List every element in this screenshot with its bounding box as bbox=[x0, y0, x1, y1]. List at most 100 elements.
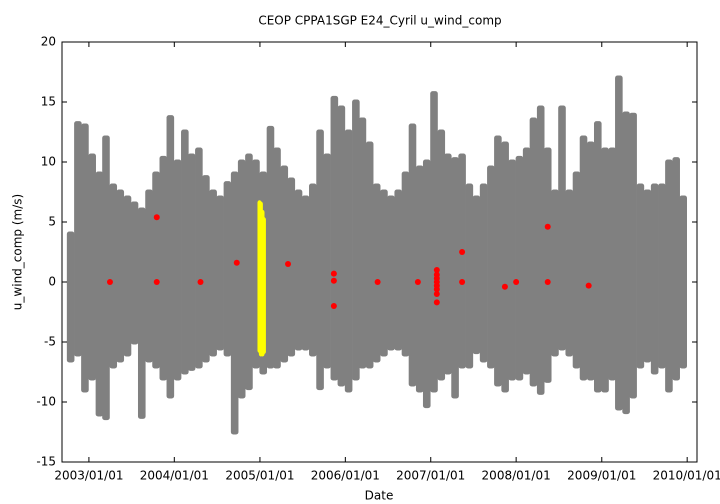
data-range bbox=[565, 189, 574, 357]
data-range bbox=[579, 135, 588, 381]
data-range bbox=[337, 105, 346, 387]
data-range bbox=[615, 75, 623, 411]
data-range bbox=[223, 181, 232, 357]
data-range bbox=[444, 153, 452, 375]
y-tick-label: -5 bbox=[44, 335, 56, 349]
data-range bbox=[209, 189, 217, 357]
y-axis-label: u_wind_comp (m/s) bbox=[11, 194, 25, 310]
data-range bbox=[422, 159, 431, 409]
data-range bbox=[536, 105, 545, 395]
data-point bbox=[433, 267, 440, 273]
y-tick-label: 5 bbox=[48, 215, 56, 229]
data-range bbox=[216, 195, 224, 351]
data-range bbox=[586, 141, 595, 381]
data-range bbox=[522, 147, 531, 375]
x-tick-label: 2008/01/01 bbox=[482, 469, 551, 483]
data-range bbox=[558, 105, 566, 351]
data-range bbox=[202, 175, 210, 363]
x-tick-label: 2003/01/01 bbox=[54, 469, 123, 483]
data-range bbox=[593, 121, 602, 393]
data-range bbox=[465, 183, 474, 369]
data-range bbox=[430, 91, 438, 393]
data-range bbox=[145, 189, 153, 363]
data-range bbox=[195, 147, 203, 369]
data-range bbox=[601, 147, 609, 393]
x-axis-label: Date bbox=[365, 489, 394, 503]
data-point bbox=[544, 279, 551, 285]
data-point bbox=[459, 249, 466, 255]
data-range bbox=[323, 153, 331, 369]
data-range bbox=[387, 195, 395, 351]
data-range bbox=[344, 129, 353, 393]
data-range bbox=[261, 217, 266, 355]
x-tick-label: 2006/01/01 bbox=[311, 469, 380, 483]
data-range bbox=[74, 121, 82, 357]
data-range bbox=[665, 159, 673, 393]
data-range bbox=[629, 112, 637, 399]
data-range bbox=[508, 159, 516, 381]
data-point bbox=[374, 279, 381, 285]
data-range bbox=[266, 125, 275, 369]
data-range bbox=[301, 195, 310, 351]
data-range bbox=[102, 135, 110, 421]
x-tick-label: 2007/01/01 bbox=[396, 469, 465, 483]
data-range bbox=[437, 129, 446, 381]
x-tick-label: 2009/01/01 bbox=[567, 469, 636, 483]
data-point bbox=[585, 282, 592, 289]
data-range bbox=[472, 195, 481, 355]
data-range bbox=[116, 189, 125, 363]
data-range bbox=[543, 147, 552, 383]
data-point bbox=[433, 286, 440, 293]
data-range bbox=[380, 189, 388, 357]
data-range bbox=[572, 171, 581, 369]
data-range bbox=[316, 129, 324, 391]
data-range bbox=[330, 95, 339, 381]
data-point bbox=[433, 291, 440, 297]
data-point bbox=[513, 279, 520, 285]
y-tick-label: -15 bbox=[36, 455, 56, 469]
data-range bbox=[451, 157, 459, 399]
data-range bbox=[237, 159, 246, 399]
data-range bbox=[273, 147, 281, 369]
data-range bbox=[294, 189, 303, 351]
data-range bbox=[608, 147, 617, 381]
x-tick-label: 2004/01/01 bbox=[140, 469, 209, 483]
data-range bbox=[287, 177, 296, 357]
data-range bbox=[515, 155, 524, 381]
data-range bbox=[479, 183, 488, 363]
plot-area bbox=[66, 75, 687, 435]
data-range bbox=[394, 189, 403, 351]
data-point bbox=[197, 279, 204, 285]
data-range bbox=[372, 183, 381, 363]
data-range bbox=[658, 183, 666, 369]
data-point bbox=[233, 259, 240, 266]
data-range bbox=[415, 165, 424, 393]
data-range bbox=[230, 171, 239, 435]
data-point bbox=[330, 270, 337, 277]
data-range bbox=[166, 115, 175, 399]
data-range bbox=[81, 123, 89, 393]
data-range bbox=[494, 135, 502, 387]
y-tick-label: 15 bbox=[41, 95, 56, 109]
data-range bbox=[501, 141, 509, 393]
data-point bbox=[433, 299, 440, 306]
data-range bbox=[95, 171, 104, 417]
data-range bbox=[401, 171, 410, 357]
data-point bbox=[330, 277, 337, 284]
data-range bbox=[679, 195, 687, 369]
data-range bbox=[529, 117, 538, 387]
data-range bbox=[487, 165, 495, 369]
data-range bbox=[137, 207, 146, 419]
data-point bbox=[414, 279, 421, 285]
data-range bbox=[672, 157, 680, 381]
y-tick-label: -10 bbox=[36, 395, 56, 409]
data-point bbox=[106, 279, 113, 285]
data-point bbox=[285, 261, 292, 267]
data-point bbox=[544, 223, 551, 230]
data-range bbox=[130, 201, 139, 345]
data-point bbox=[459, 279, 466, 285]
x-tick-label: 2010/01/01 bbox=[653, 469, 720, 483]
y-tick-label: 10 bbox=[41, 155, 56, 169]
data-range bbox=[358, 117, 367, 369]
